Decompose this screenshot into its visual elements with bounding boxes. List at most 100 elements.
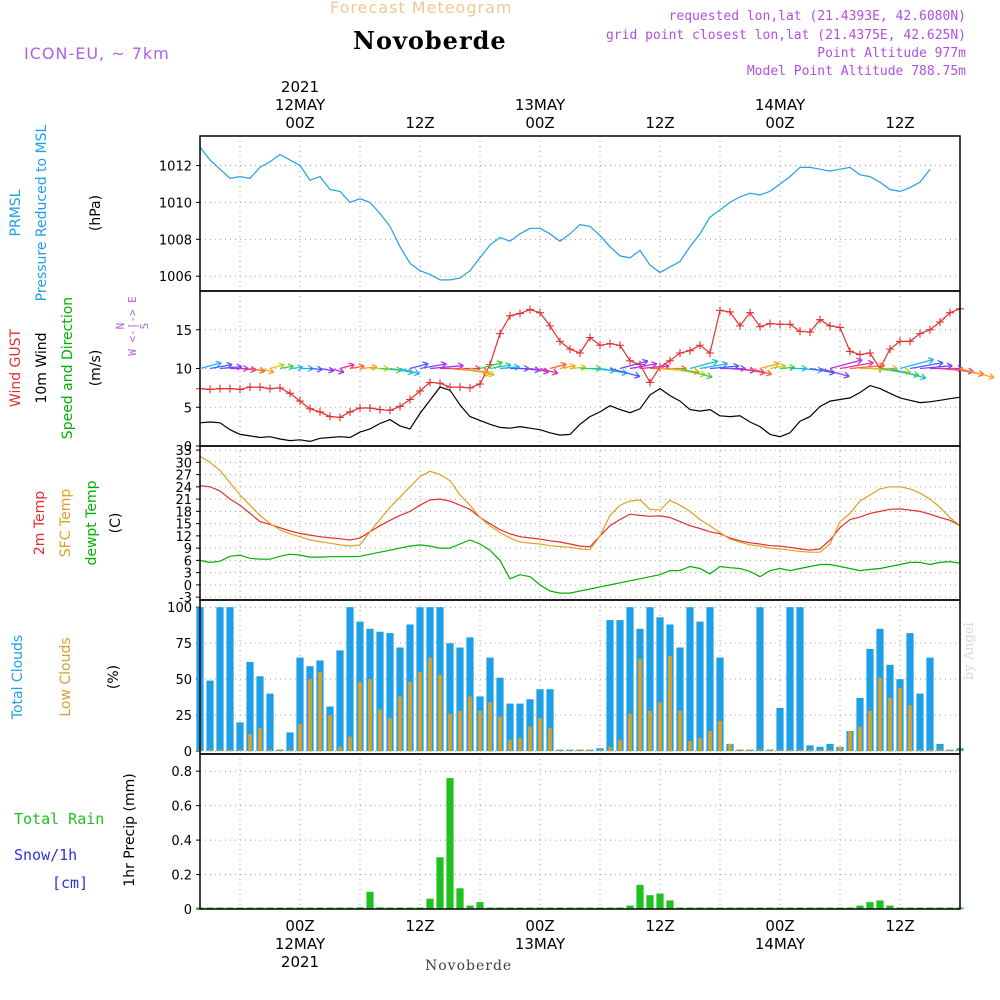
top-time-label: 2021 xyxy=(281,78,319,96)
gust-marker xyxy=(746,308,754,317)
gust-marker xyxy=(916,329,924,338)
top-time-label: 14MAY xyxy=(755,96,806,114)
bar-clouds-1 xyxy=(208,749,212,752)
bar-clouds-0 xyxy=(466,637,474,752)
gust-marker xyxy=(416,386,424,395)
bar-clouds-1 xyxy=(578,749,582,752)
bar-clouds-1 xyxy=(498,716,502,752)
bar-clouds-1 xyxy=(768,749,772,752)
wind-compass: S xyxy=(138,323,151,330)
bar-clouds-1 xyxy=(478,710,482,752)
wind-arrow xyxy=(669,367,706,378)
bar-clouds-1 xyxy=(548,728,552,752)
bar-precip-0 xyxy=(366,891,374,909)
panel-label-precip: Snow/1h xyxy=(14,846,77,864)
panel-label-wind: Wind GUST xyxy=(8,328,24,407)
gust-marker xyxy=(756,322,764,331)
y-tick-label: 0.4 xyxy=(171,834,192,849)
meteogram-title: Forecast Meteogram xyxy=(330,0,513,17)
bar-clouds-1 xyxy=(448,713,452,752)
bar-clouds-0 xyxy=(226,607,234,752)
wind-arrow xyxy=(619,358,649,370)
bar-clouds-0 xyxy=(656,617,664,752)
bar-clouds-1 xyxy=(608,746,612,752)
y-tick-label: 1012 xyxy=(159,160,192,175)
wind-arrow xyxy=(689,358,719,370)
gust-marker xyxy=(576,349,584,357)
bar-clouds-0 xyxy=(936,743,944,752)
top-time-label: 12Z xyxy=(885,114,914,132)
bottom-time-label: 12Z xyxy=(885,917,914,935)
panel-unit-precip: 1hr Precip (mm) xyxy=(122,773,138,886)
gust-marker xyxy=(676,349,684,357)
bar-clouds-0 xyxy=(786,607,794,752)
gust-marker xyxy=(706,349,714,357)
bar-clouds-1 xyxy=(358,682,362,752)
bar-clouds-1 xyxy=(258,728,262,752)
gust-marker xyxy=(716,306,724,315)
bar-clouds-1 xyxy=(288,749,292,752)
bar-clouds-1 xyxy=(928,749,932,752)
gust-marker xyxy=(246,383,254,392)
panel-label-precip: [cm] xyxy=(52,874,88,892)
bar-clouds-0 xyxy=(756,607,764,752)
gust-marker xyxy=(386,406,394,415)
bar-clouds-1 xyxy=(868,710,872,752)
wind-arrow xyxy=(559,363,576,371)
bar-clouds-1 xyxy=(278,749,282,752)
gust-marker xyxy=(866,349,874,357)
bar-clouds-0 xyxy=(646,607,654,752)
bar-clouds-1 xyxy=(938,749,942,752)
bar-clouds-1 xyxy=(748,749,752,752)
grid-point-coords: grid point closest lon,lat (21.4375E, 42… xyxy=(605,28,966,43)
y-tick-label: 0 xyxy=(184,903,192,918)
bar-clouds-1 xyxy=(438,674,442,752)
gust-marker xyxy=(316,407,324,416)
bar-clouds-0 xyxy=(286,732,294,752)
bar-clouds-1 xyxy=(558,749,562,752)
bar-clouds-1 xyxy=(908,705,912,752)
bar-clouds-0 xyxy=(346,607,354,752)
gust-marker xyxy=(366,404,374,413)
gust-marker xyxy=(836,323,844,332)
series-line-temp-1 xyxy=(199,455,961,553)
wind-arrow xyxy=(829,357,863,370)
bar-clouds-1 xyxy=(898,687,902,752)
bar-clouds-0 xyxy=(506,703,514,752)
bottom-time-label: 12Z xyxy=(405,917,434,935)
model-name: ICON-EU, ~ 7km xyxy=(24,44,170,63)
gust-marker xyxy=(476,380,484,388)
bar-clouds-0 xyxy=(806,745,814,752)
bar-clouds-0 xyxy=(776,707,784,752)
bar-clouds-0 xyxy=(616,620,624,752)
y-tick-label: 3 xyxy=(184,567,192,582)
bar-clouds-1 xyxy=(708,731,712,752)
gust-marker xyxy=(346,407,354,416)
bar-clouds-0 xyxy=(206,680,214,752)
y-tick-label: 0 xyxy=(184,579,192,594)
bar-clouds-0 xyxy=(796,607,804,752)
y-tick-label: 100 xyxy=(167,601,192,616)
y-tick-label: 30 xyxy=(175,456,192,471)
gust-marker xyxy=(926,325,934,334)
bar-clouds-0 xyxy=(706,607,714,752)
gust-marker xyxy=(826,321,834,330)
panel-frame xyxy=(199,135,961,292)
series-line-wind-0 xyxy=(199,308,961,418)
gust-marker xyxy=(306,404,314,413)
bar-clouds-0 xyxy=(916,693,924,752)
panel-label-clouds: Low Clouds xyxy=(58,637,74,716)
bar-precip-0 xyxy=(666,900,674,909)
y-tick-label: 10 xyxy=(175,363,192,378)
bar-clouds-1 xyxy=(668,656,672,752)
bar-clouds-1 xyxy=(828,749,832,752)
model-altitude: Model Point Altitude 788.75m xyxy=(746,64,966,79)
gust-marker xyxy=(586,333,594,342)
gust-marker xyxy=(566,345,574,354)
footer-station-name: Novoberde xyxy=(425,958,513,974)
gust-marker xyxy=(206,385,214,394)
y-tick-label: 75 xyxy=(175,637,192,652)
bar-clouds-1 xyxy=(678,710,682,752)
bar-clouds-1 xyxy=(408,682,412,752)
